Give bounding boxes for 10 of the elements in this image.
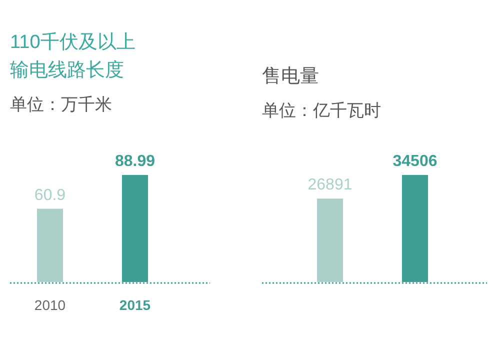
data-label: 34506 (392, 153, 438, 170)
chart-title: 售电量 (262, 66, 319, 87)
data-label: 26891 (308, 176, 352, 194)
chart-title: 110千伏及以上输电线路长度 (10, 32, 136, 81)
data-label: 60.9 (34, 186, 66, 204)
x-tick-label: 2010 (34, 297, 66, 313)
chart-subtitle: 单位：亿千瓦时 (262, 101, 381, 120)
data-label: 88.99 (114, 153, 156, 170)
chart-subtitle: 单位：万千米 (10, 95, 112, 114)
x-tick-label: 2015 (119, 297, 151, 313)
